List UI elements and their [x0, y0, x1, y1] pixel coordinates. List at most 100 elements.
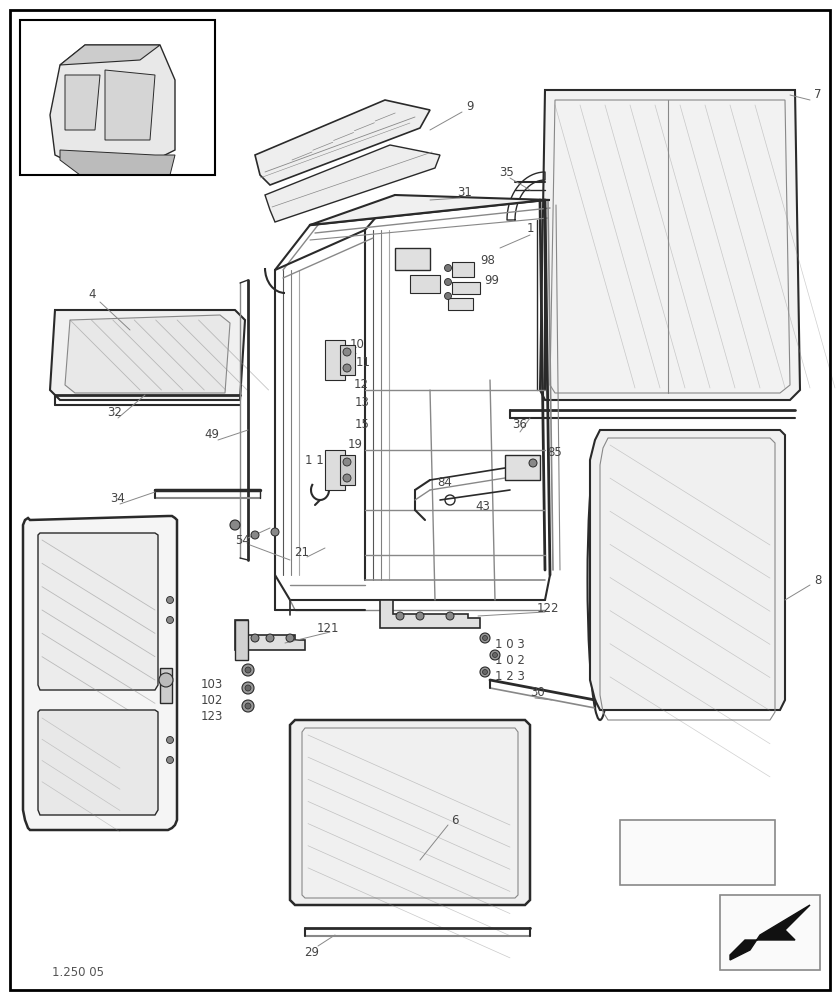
Polygon shape [290, 720, 530, 905]
Text: 121: 121 [317, 621, 339, 635]
Text: 7: 7 [814, 89, 822, 102]
Text: 4: 4 [88, 288, 96, 302]
Text: 34: 34 [111, 492, 125, 506]
Bar [505, 455, 540, 480]
Text: 6: 6 [451, 814, 459, 826]
Polygon shape [646, 837, 690, 853]
Circle shape [446, 612, 454, 620]
Text: 98: 98 [480, 253, 496, 266]
Text: 9: 9 [466, 101, 474, 113]
Polygon shape [38, 710, 158, 815]
Polygon shape [235, 620, 305, 650]
Polygon shape [50, 310, 245, 400]
Circle shape [492, 652, 497, 658]
Polygon shape [668, 845, 690, 877]
Text: 1 2 3: 1 2 3 [495, 670, 525, 682]
Text: 19: 19 [348, 438, 363, 452]
Circle shape [166, 756, 174, 764]
Polygon shape [310, 195, 550, 225]
Circle shape [242, 700, 254, 712]
Text: 32: 32 [108, 406, 123, 418]
Text: 29: 29 [305, 946, 319, 958]
Bar [720, 895, 820, 970]
Text: 49: 49 [204, 428, 219, 442]
Text: 123: 123 [201, 710, 223, 722]
Text: 14: 14 [343, 347, 358, 360]
Circle shape [444, 264, 452, 271]
Circle shape [166, 736, 174, 744]
Circle shape [271, 528, 279, 536]
Circle shape [490, 650, 500, 660]
Circle shape [166, 616, 174, 624]
Text: 10: 10 [349, 338, 365, 352]
Bar [325, 450, 345, 490]
Text: KIT: KIT [671, 860, 686, 869]
Circle shape [416, 612, 424, 620]
Polygon shape [23, 516, 177, 830]
Text: 31: 31 [458, 186, 472, 198]
Bar [340, 455, 355, 485]
Polygon shape [60, 150, 175, 175]
Bar [325, 340, 345, 380]
Polygon shape [730, 905, 810, 960]
Circle shape [159, 673, 173, 687]
Bar [620, 820, 775, 885]
Circle shape [480, 633, 490, 643]
Polygon shape [65, 75, 100, 130]
Circle shape [482, 636, 487, 641]
Text: 1: 1 [526, 222, 533, 234]
Circle shape [480, 667, 490, 677]
Circle shape [482, 670, 487, 674]
Bar [448, 298, 473, 310]
Text: 54: 54 [235, 534, 250, 546]
Polygon shape [38, 533, 158, 690]
Circle shape [251, 634, 259, 642]
Polygon shape [105, 70, 155, 140]
Text: 43: 43 [475, 500, 491, 514]
Circle shape [343, 348, 351, 356]
Text: 13: 13 [354, 396, 370, 410]
Circle shape [286, 634, 294, 642]
Text: 1 0 2: 1 0 2 [495, 654, 525, 666]
Text: 35: 35 [500, 165, 514, 178]
Polygon shape [590, 430, 785, 710]
Text: 45: 45 [417, 278, 433, 292]
Text: 122: 122 [537, 601, 559, 614]
Circle shape [245, 667, 251, 673]
Text: = 140: = 140 [722, 843, 756, 853]
Text: 84: 84 [438, 477, 453, 489]
Bar [410, 275, 440, 293]
Text: 99: 99 [485, 273, 500, 286]
Circle shape [343, 458, 351, 466]
Polygon shape [65, 315, 230, 393]
Polygon shape [60, 45, 160, 65]
Text: KIT: KIT [659, 842, 677, 852]
Text: 15: 15 [354, 418, 370, 432]
Text: 21: 21 [295, 546, 309, 560]
Circle shape [444, 292, 452, 300]
Polygon shape [646, 845, 668, 877]
Circle shape [396, 612, 404, 620]
Circle shape [343, 474, 351, 482]
Circle shape [242, 682, 254, 694]
Circle shape [343, 364, 351, 372]
Bar [340, 345, 355, 375]
Text: 1 0 3: 1 0 3 [495, 638, 525, 650]
Circle shape [266, 634, 274, 642]
Text: 103: 103 [201, 678, 223, 690]
Text: 1.250 05: 1.250 05 [52, 966, 104, 978]
Polygon shape [380, 600, 480, 628]
Text: 1 1 9: 1 1 9 [305, 454, 335, 466]
Bar [452, 262, 474, 277]
Circle shape [166, 596, 174, 603]
Text: 85: 85 [548, 446, 562, 458]
Text: 57: 57 [449, 298, 464, 312]
Text: 22: 22 [397, 249, 412, 262]
Text: KIT: KIT [649, 860, 664, 869]
Bar [160, 668, 172, 703]
Bar [20, 20, 215, 175]
Polygon shape [265, 145, 440, 222]
Text: 12: 12 [354, 378, 369, 391]
Circle shape [245, 703, 251, 709]
Polygon shape [235, 620, 248, 660]
